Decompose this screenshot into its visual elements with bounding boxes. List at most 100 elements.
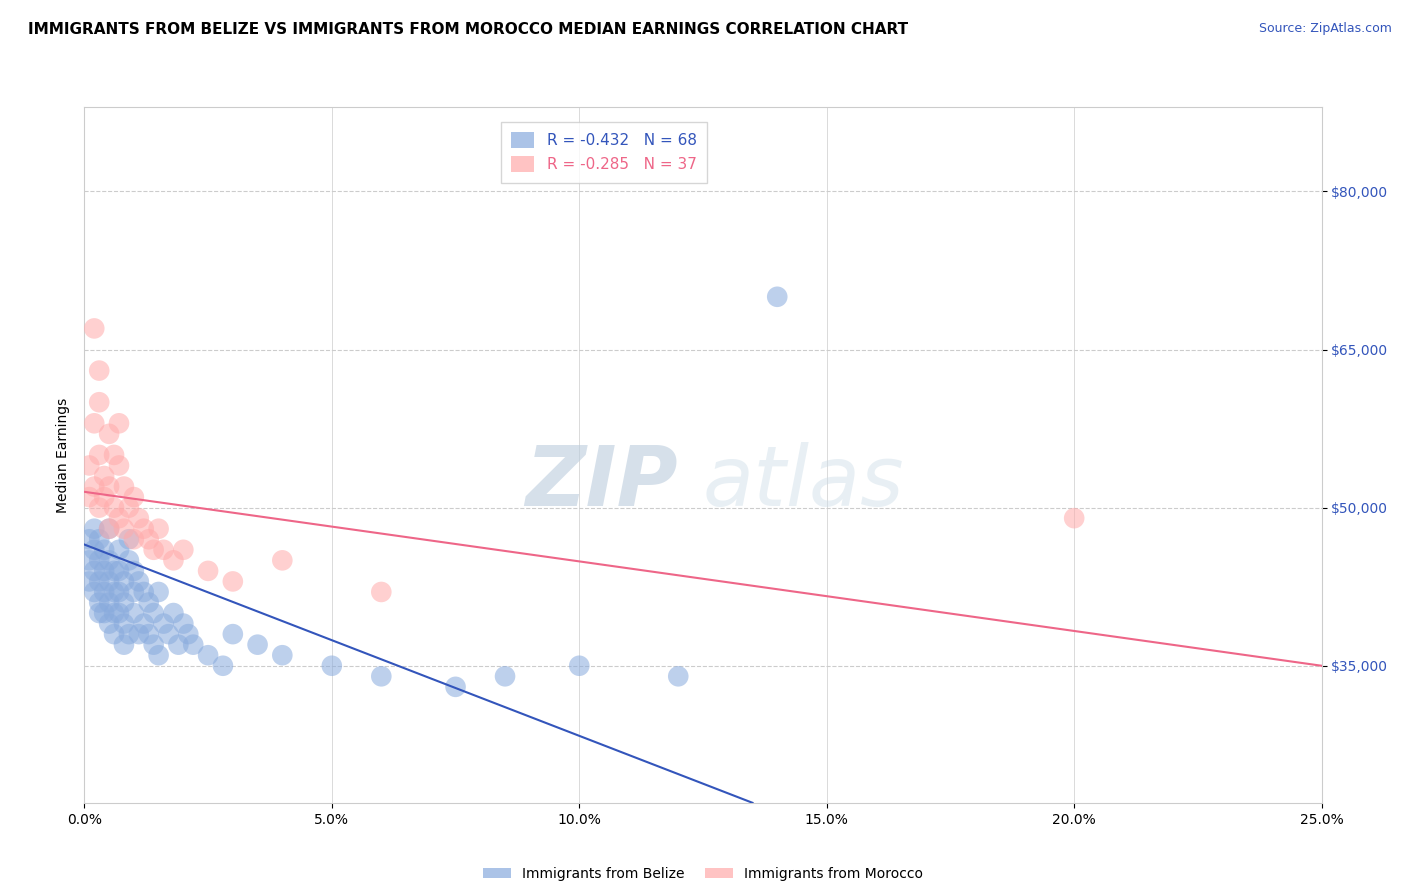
Point xyxy=(148,522,170,536)
Point xyxy=(112,574,135,589)
Point xyxy=(568,658,591,673)
Point xyxy=(122,533,145,547)
Point xyxy=(103,606,125,620)
Point xyxy=(122,564,145,578)
Point xyxy=(83,417,105,431)
Legend: Immigrants from Belize, Immigrants from Morocco: Immigrants from Belize, Immigrants from … xyxy=(478,861,928,887)
Text: IMMIGRANTS FROM BELIZE VS IMMIGRANTS FROM MOROCCO MEDIAN EARNINGS CORRELATION CH: IMMIGRANTS FROM BELIZE VS IMMIGRANTS FRO… xyxy=(28,22,908,37)
Point xyxy=(79,533,101,547)
Point xyxy=(89,448,111,462)
Point xyxy=(181,638,204,652)
Point xyxy=(444,680,467,694)
Point xyxy=(118,627,141,641)
Point xyxy=(132,616,155,631)
Point xyxy=(108,585,131,599)
Point xyxy=(79,574,101,589)
Point xyxy=(222,627,245,641)
Point xyxy=(666,669,689,683)
Point xyxy=(89,553,111,567)
Point xyxy=(370,585,392,599)
Y-axis label: Median Earnings: Median Earnings xyxy=(56,397,70,513)
Point xyxy=(83,542,105,557)
Point xyxy=(89,363,111,377)
Point xyxy=(98,553,121,567)
Point xyxy=(83,479,105,493)
Point xyxy=(93,585,115,599)
Point xyxy=(98,479,121,493)
Point xyxy=(271,648,294,663)
Point xyxy=(98,574,121,589)
Point xyxy=(83,564,105,578)
Point xyxy=(89,606,111,620)
Point xyxy=(271,553,294,567)
Point xyxy=(138,533,160,547)
Point xyxy=(172,542,194,557)
Point xyxy=(103,500,125,515)
Point xyxy=(108,511,131,525)
Point xyxy=(152,616,174,631)
Point xyxy=(128,627,150,641)
Point xyxy=(148,648,170,663)
Text: ZIP: ZIP xyxy=(526,442,678,524)
Point xyxy=(93,542,115,557)
Point xyxy=(494,669,516,683)
Point xyxy=(103,564,125,578)
Point xyxy=(98,522,121,536)
Point xyxy=(138,627,160,641)
Point xyxy=(122,490,145,504)
Point xyxy=(89,395,111,409)
Point xyxy=(83,522,105,536)
Point xyxy=(83,585,105,599)
Point xyxy=(122,585,145,599)
Point xyxy=(142,638,165,652)
Point xyxy=(162,553,184,567)
Point xyxy=(148,585,170,599)
Point xyxy=(98,616,121,631)
Point xyxy=(167,638,190,652)
Point xyxy=(157,627,180,641)
Point xyxy=(103,585,125,599)
Point xyxy=(98,426,121,441)
Point xyxy=(118,500,141,515)
Point xyxy=(103,627,125,641)
Point xyxy=(89,500,111,515)
Point xyxy=(108,542,131,557)
Point xyxy=(108,458,131,473)
Point xyxy=(108,417,131,431)
Point xyxy=(118,533,141,547)
Point xyxy=(118,553,141,567)
Point xyxy=(128,574,150,589)
Point xyxy=(172,616,194,631)
Point xyxy=(112,522,135,536)
Point xyxy=(132,585,155,599)
Point xyxy=(112,595,135,609)
Point xyxy=(138,595,160,609)
Point xyxy=(197,564,219,578)
Point xyxy=(98,595,121,609)
Point xyxy=(132,522,155,536)
Point xyxy=(112,616,135,631)
Point xyxy=(128,511,150,525)
Point xyxy=(197,648,219,663)
Point xyxy=(122,606,145,620)
Text: atlas: atlas xyxy=(703,442,904,524)
Point xyxy=(89,533,111,547)
Point xyxy=(222,574,245,589)
Point xyxy=(108,564,131,578)
Point xyxy=(321,658,343,673)
Point xyxy=(112,479,135,493)
Point xyxy=(93,564,115,578)
Point xyxy=(79,490,101,504)
Point xyxy=(370,669,392,683)
Point xyxy=(83,321,105,335)
Point xyxy=(142,542,165,557)
Point xyxy=(177,627,200,641)
Point xyxy=(89,574,111,589)
Point xyxy=(89,595,111,609)
Text: Source: ZipAtlas.com: Source: ZipAtlas.com xyxy=(1258,22,1392,36)
Point xyxy=(766,290,789,304)
Point xyxy=(93,469,115,483)
Point xyxy=(212,658,235,673)
Point xyxy=(79,458,101,473)
Point xyxy=(162,606,184,620)
